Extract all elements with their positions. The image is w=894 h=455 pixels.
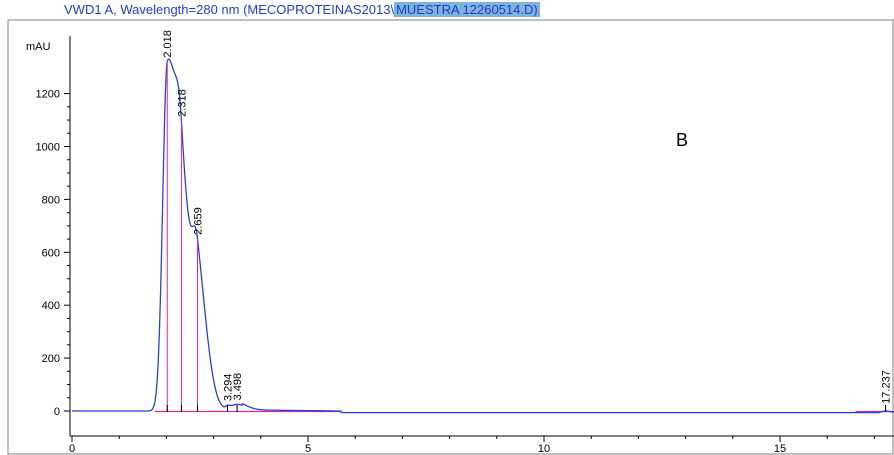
peak-label: 3.294 — [222, 374, 234, 402]
peak-label: 3.498 — [232, 373, 244, 401]
x-tick-label: 5 — [305, 443, 311, 455]
y-ticks: 0 200 400 600 800 1000 1200 — [36, 89, 70, 418]
x-tick-label: 15 — [774, 443, 786, 455]
file-name-highlight: MUESTRA 12260514.D) — [394, 2, 540, 17]
y-tick-label: 800 — [42, 194, 60, 206]
signal-header: VWD1 A, Wavelength=280 nm (MECOPROTEINAS… — [64, 2, 540, 20]
y-axis-label: mAU — [26, 41, 51, 53]
panel-letter: B — [676, 130, 689, 150]
peak-label: 2.659 — [193, 207, 205, 235]
signal-title: VWD1 A, Wavelength=280 nm (MECOPROTEINAS… — [64, 2, 395, 17]
y-tick-label: 200 — [42, 353, 60, 365]
y-tick-label: 400 — [42, 300, 60, 312]
x-ticks: 051015202530 — [69, 436, 875, 455]
chromatogram-trace — [72, 58, 894, 414]
y-tick-label: 1200 — [36, 89, 60, 101]
peak-label: 2.018 — [162, 30, 174, 58]
peak-label: 2.318 — [176, 89, 188, 117]
peak-labels: 2.0182.3182.6593.2943.49817.23723.21423.… — [162, 30, 893, 404]
y-tick-label: 600 — [42, 247, 60, 259]
chart-border — [7, 19, 894, 455]
y-tick-label: 0 — [54, 406, 60, 418]
x-tick-label: 0 — [69, 443, 75, 455]
peak-label: 17.237 — [881, 370, 893, 404]
y-tick-label: 1000 — [36, 142, 60, 154]
peak-markers — [166, 61, 887, 412]
x-tick-label: 10 — [538, 443, 550, 455]
